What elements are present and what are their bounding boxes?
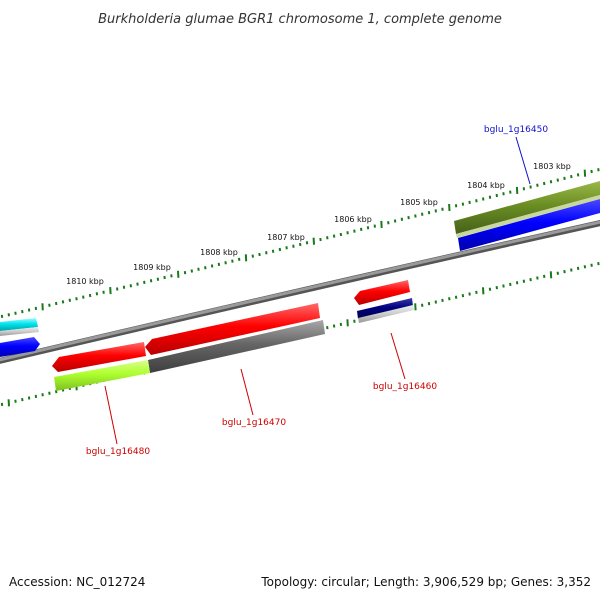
feature-cyan-bar[interactable] — [0, 318, 39, 336]
accession-text: Accession: NC_012724 — [9, 575, 145, 589]
cds-left-blue-arrow[interactable] — [0, 337, 40, 357]
feature-lime-bar[interactable] — [54, 360, 150, 391]
topology-text: Topology: circular; Length: 3,906,529 bp… — [260, 575, 591, 589]
feature-olive-bar[interactable] — [454, 181, 600, 238]
scale-label-1808: 1808 kbp — [200, 248, 238, 257]
cds-bglu-1g16470[interactable] — [145, 303, 320, 355]
scale-label-1804: 1804 kbp — [467, 181, 505, 190]
cds-bglu-1g16450[interactable] — [458, 199, 600, 251]
cds-bglu-1g16480[interactable] — [52, 342, 146, 372]
scale-label-1805: 1805 kbp — [400, 198, 438, 207]
gene-label-bglu-1g16460[interactable]: bglu_1g16460 — [373, 332, 437, 392]
gene-label-bglu-1g16470[interactable]: bglu_1g16470 — [222, 368, 286, 428]
gene-label-bglu-1g16480[interactable]: bglu_1g16480 — [86, 385, 150, 457]
feature-gray-bar[interactable] — [148, 320, 325, 373]
scale-labels: 1810 kbp 1809 kbp 1808 kbp 1807 kbp 1806… — [66, 162, 571, 286]
gene-label-text: bglu_1g16450 — [484, 125, 548, 135]
scale-label-1806: 1806 kbp — [334, 215, 372, 224]
outer-scale-ruler — [0, 168, 600, 319]
map-title: Burkholderia glumae BGR1 chromosome 1, c… — [98, 12, 502, 27]
scale-label-1803: 1803 kbp — [533, 162, 571, 171]
gene-label-bglu-1g16450[interactable]: bglu_1g16450 — [484, 125, 548, 185]
genome-backbone — [0, 220, 600, 364]
feature-navy-bar[interactable] — [357, 298, 414, 323]
gene-label-text: bglu_1g16480 — [86, 447, 150, 457]
gene-label-text: bglu_1g16460 — [373, 382, 437, 392]
scale-label-1810: 1810 kbp — [66, 277, 104, 286]
scale-label-1809: 1809 kbp — [133, 263, 171, 272]
scale-label-1807: 1807 kbp — [267, 233, 305, 242]
cds-bglu-1g16460[interactable] — [354, 280, 410, 305]
gene-label-text: bglu_1g16470 — [222, 418, 286, 428]
